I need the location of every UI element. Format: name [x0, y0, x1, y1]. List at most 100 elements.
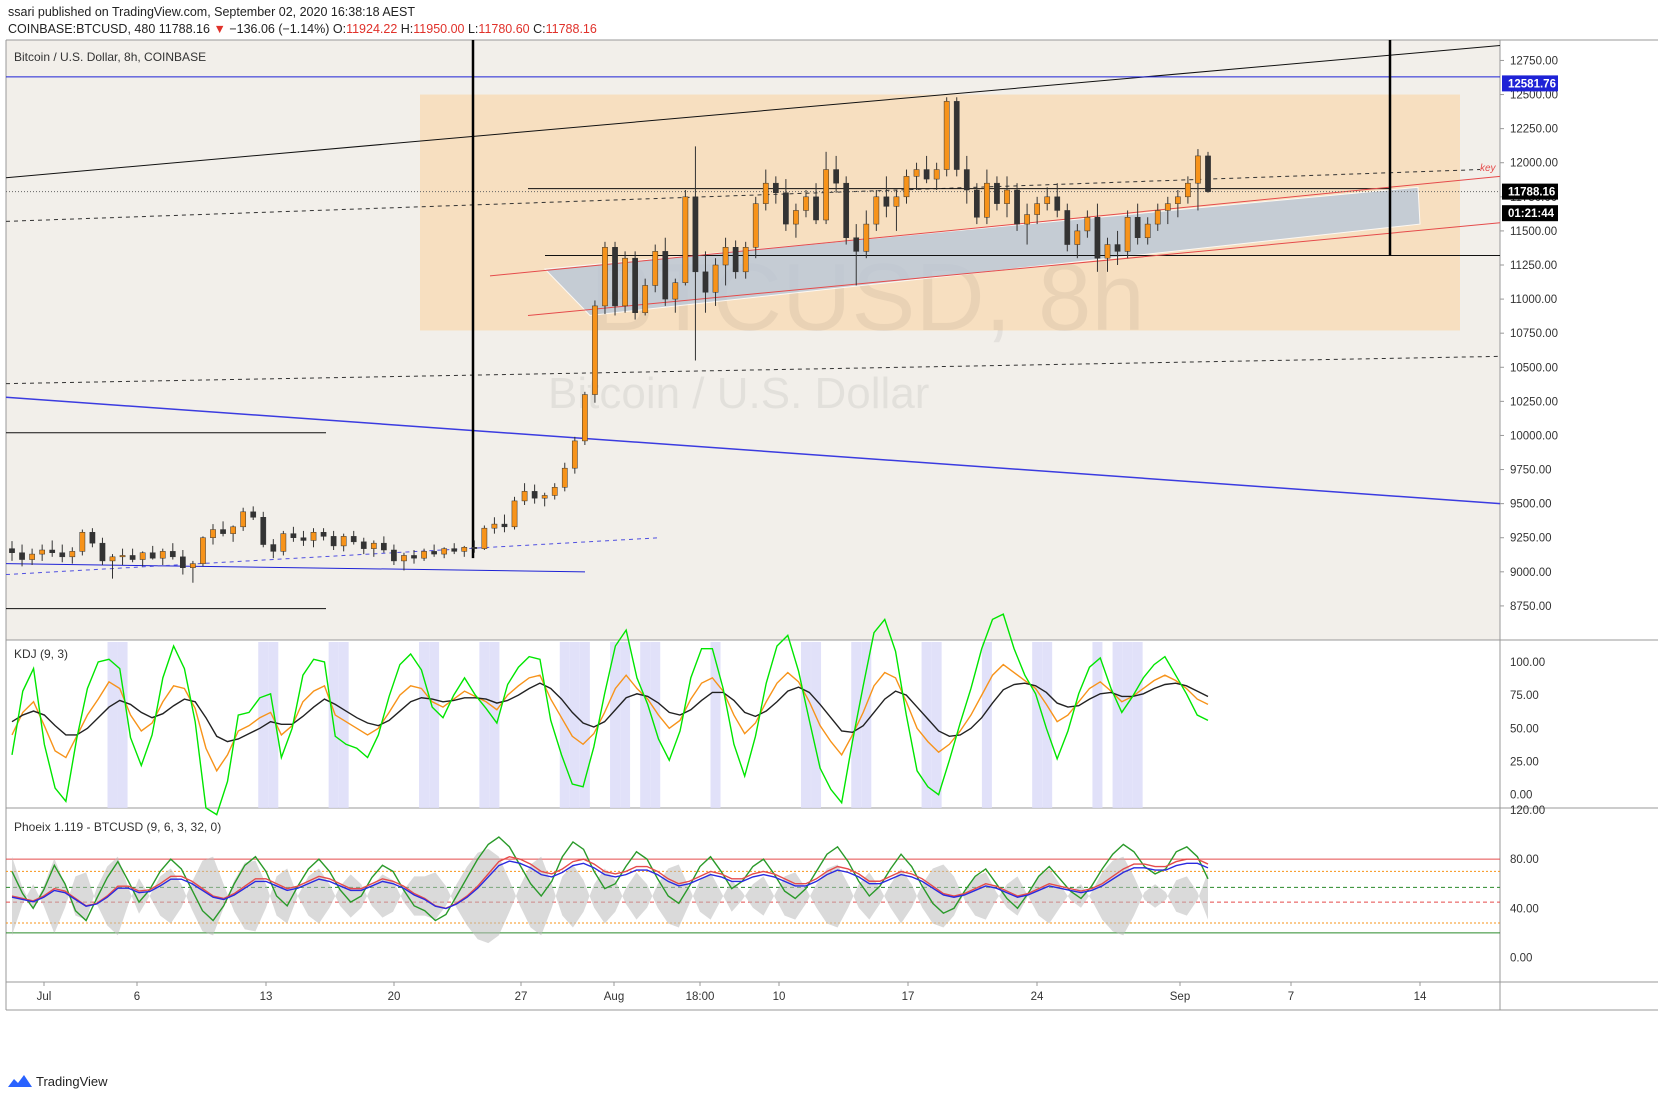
candle-body [340, 536, 347, 547]
open-value: 11924.22 [346, 22, 398, 36]
phoeix-line-fast [11, 836, 1209, 922]
candle-body [1094, 217, 1101, 259]
candle-body [1004, 189, 1010, 204]
candle-body [290, 533, 297, 538]
phoeix-line-slow [11, 855, 1209, 910]
candle-body [79, 532, 86, 552]
candle-body [169, 551, 176, 558]
candle-body [1144, 223, 1151, 238]
candle-body [843, 182, 850, 238]
time-tick-label: Aug [604, 991, 624, 1003]
kdj-highlight-band [1112, 642, 1123, 808]
candle-body [491, 523, 498, 529]
time-tick-label: 14 [1414, 991, 1427, 1003]
kdj-tick-label: 50.00 [1510, 723, 1539, 735]
phoeix-tick-label: 120.00 [1510, 805, 1545, 817]
price-tick-label: 10000.00 [1510, 430, 1558, 442]
price-tick-label: 12250.00 [1510, 124, 1558, 136]
kdj-line-j [11, 613, 1209, 816]
time-tick-label: 10 [773, 991, 786, 1003]
price-tick-label: 11250.00 [1510, 260, 1557, 272]
footer-brand: TradingView [36, 1073, 108, 1089]
time-tick-label: 20 [388, 991, 401, 1003]
candle-body [119, 555, 126, 558]
kdj-highlight-band [981, 642, 992, 808]
time-tick-label: 17 [902, 991, 915, 1003]
candle-body [1114, 244, 1121, 252]
kdj-tick-label: 25.00 [1510, 757, 1539, 769]
candle-body [19, 552, 25, 560]
candle-body [180, 556, 186, 568]
candle-body [1074, 230, 1081, 245]
candle-body [793, 210, 799, 225]
candle-body [702, 271, 709, 293]
kdj-highlight-band [610, 642, 621, 808]
price-tick-label: 9500.00 [1510, 499, 1552, 511]
price-tag-label: 12581.76 [1508, 78, 1556, 90]
phoeix-histogram [12, 848, 1208, 944]
dashed-trend-1 [5, 169, 1481, 222]
candle-body [109, 556, 116, 562]
kdj-highlight-band [650, 642, 661, 808]
candle-body [411, 555, 417, 559]
candle-body [943, 101, 950, 170]
kdj-highlight-band [338, 642, 349, 808]
price-tick-label: 9250.00 [1510, 533, 1552, 545]
close-value: 11788.16 [545, 22, 597, 36]
phoeix-tick-label: 80.00 [1510, 854, 1539, 866]
candle-body [481, 527, 488, 549]
kdj-highlight-band [117, 642, 128, 808]
kdj-line-d [11, 682, 1209, 743]
candle-body [190, 563, 196, 568]
candle-body [652, 251, 659, 286]
red-channel-top [489, 175, 1501, 277]
candle-body [712, 264, 719, 293]
candle-body [159, 551, 166, 559]
kdj-highlight-band [1132, 642, 1143, 808]
time-tick-label: 13 [260, 991, 273, 1003]
candle-body [1124, 217, 1131, 252]
candle-body [722, 247, 729, 266]
low-label: L: [467, 22, 479, 36]
price-tick-label: 8750.00 [1510, 601, 1552, 613]
wedge-lower [5, 537, 661, 576]
candle-body [682, 196, 689, 283]
kdj-highlight-band [419, 642, 430, 808]
publisher-line: ssari published on TradingView.com, Sept… [8, 5, 415, 19]
candle-body [200, 537, 206, 564]
price-tick-label: 12500.00 [1510, 90, 1558, 102]
price-change: −136.06 (−1.14%) [229, 22, 330, 36]
phoeix-title: Phoeix 1.119 - BTCUSD (9, 6, 3, 32, 0) [14, 820, 221, 834]
kdj-title: KDJ (9, 3) [14, 647, 68, 661]
time-tick-label: 27 [515, 991, 528, 1003]
kdj-tick-label: 75.00 [1510, 690, 1539, 702]
candle-body [250, 511, 257, 518]
price-tick-label: 11000.00 [1510, 294, 1557, 306]
candle-body [582, 394, 588, 442]
candle-body [883, 196, 890, 207]
candle-body [1024, 214, 1030, 225]
last-price: 11788.16 [158, 22, 210, 36]
candle-body [732, 247, 739, 273]
candle-body [1084, 217, 1091, 232]
price-tag-bg [1502, 183, 1558, 200]
candle-body [421, 551, 427, 559]
price-tag-label: 01:21:44 [1508, 208, 1555, 220]
candle-body [1014, 189, 1020, 225]
upper-trendline [5, 44, 1501, 179]
kdj-tick-label: 0.00 [1510, 790, 1532, 802]
kdj-highlight-band [811, 642, 822, 808]
symbol-label[interactable]: COINBASE:BTCUSD, 480 [8, 22, 156, 36]
kdj-highlight-band [559, 642, 570, 808]
candle-body [662, 251, 669, 300]
candle-body [320, 532, 327, 537]
kdj-highlight-band [931, 642, 942, 808]
kdj-highlight-band [489, 642, 500, 808]
candle-body [471, 547, 478, 549]
kdj-highlight-band [620, 642, 631, 808]
candle-body [963, 169, 970, 191]
candle-body [742, 247, 749, 273]
price-tag-bg [1502, 75, 1558, 92]
candle-body [350, 536, 357, 543]
